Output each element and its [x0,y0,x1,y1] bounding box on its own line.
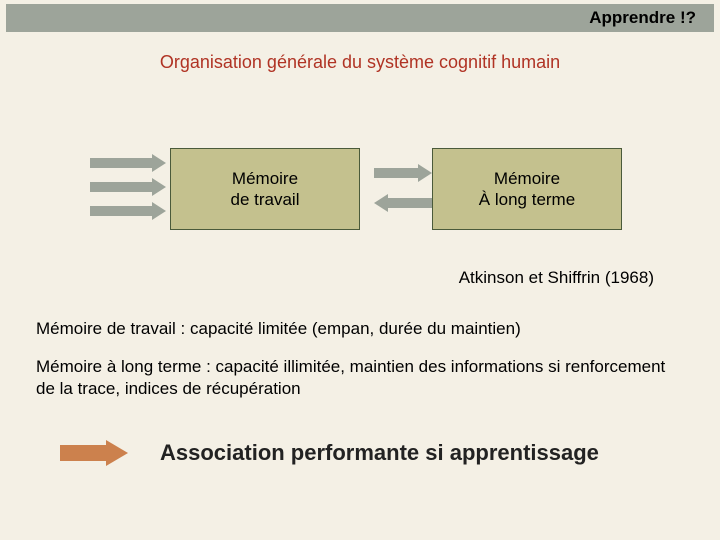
box-ltm-line1: Mémoire [494,169,560,188]
box-wm-line2: de travail [231,190,300,209]
box-long-term-memory: Mémoire À long terme [432,148,622,230]
body-paragraph-2: Mémoire à long terme : capacité illimité… [36,356,684,400]
box-working-memory: Mémoire de travail [170,148,360,230]
input-arrow-shaft-1 [90,158,152,168]
connector-top-head [418,164,432,182]
page-subtitle: Organisation générale du système cogniti… [0,52,720,73]
input-arrow-shaft-3 [90,206,152,216]
box-ltm-line2: À long terme [479,190,575,209]
connector-bottom-head [374,194,388,212]
memory-diagram: Mémoire de travail Mémoire À long terme [0,130,720,250]
input-arrow-head-1 [152,154,166,172]
input-arrow-head-2 [152,178,166,196]
connector-top-shaft [374,168,418,178]
conclusion-arrow-icon [60,440,128,466]
body-paragraph-1: Mémoire de travail : capacité limitée (e… [36,318,684,340]
input-arrow-head-3 [152,202,166,220]
box-wm-line1: Mémoire [232,169,298,188]
diagram-caption: Atkinson et Shiffrin (1968) [459,268,654,288]
input-arrow-shaft-2 [90,182,152,192]
connector-bottom-shaft [388,198,432,208]
header-bar: Apprendre !? [6,4,714,32]
header-title: Apprendre !? [589,8,696,28]
conclusion-row: Association performante si apprentissage [60,440,599,466]
conclusion-text: Association performante si apprentissage [160,440,599,466]
